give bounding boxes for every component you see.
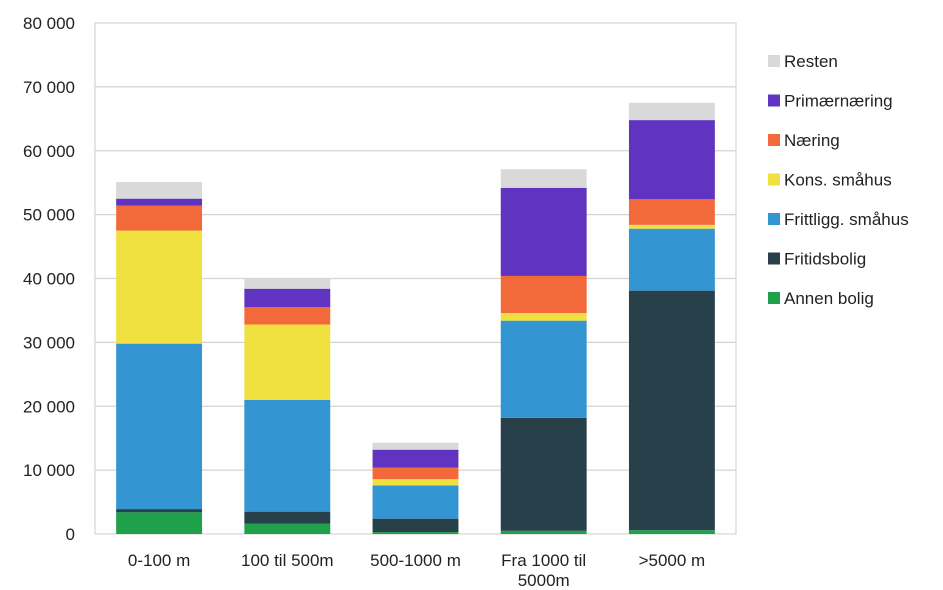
bar-segment-annen-bolig (372, 532, 459, 534)
y-tick-label: 60 000 (23, 142, 75, 161)
x-tick-label: Fra 1000 til 5000m (501, 551, 586, 590)
bar-segment-primærnæring (500, 187, 587, 276)
bar-segment-primærnæring (116, 198, 203, 206)
bar-segment-frittligg-småhus (116, 343, 203, 510)
bar-segment-frittligg-småhus (372, 485, 459, 519)
legend-label-kons-småhus: Kons. småhus (784, 171, 892, 190)
y-tick-label: 10 000 (23, 461, 75, 480)
bar-segment-kons-småhus (500, 312, 587, 321)
legend-swatch-primærnæring (768, 94, 780, 107)
legend-label-fritidsbolig: Fritidsbolig (784, 250, 866, 269)
y-tick-label: 20 000 (23, 397, 75, 416)
bar-segment-primærnæring (372, 449, 459, 468)
legend-label-næring: Næring (784, 131, 840, 150)
bar-segment-fritidsbolig (372, 518, 459, 533)
bar-segment-kons-småhus (628, 224, 715, 229)
bar-segment-næring (500, 275, 587, 313)
bar-segment-resten (244, 278, 331, 289)
y-tick-label: 40 000 (23, 270, 75, 289)
bar-segment-frittligg-småhus (500, 320, 587, 418)
bar-segment-resten (116, 182, 203, 199)
bar-segment-fritidsbolig (116, 509, 203, 513)
y-tick-label: 30 000 (23, 333, 75, 352)
bar-segment-primærnæring (244, 288, 331, 308)
bar-segment-næring (244, 307, 331, 325)
bar-segment-fritidsbolig (500, 417, 587, 531)
legend-swatch-annen-bolig (768, 292, 780, 304)
x-axis-ticks: 0-100 m 100 til 500m 500-1000 m Fra 1000 ti… (128, 551, 705, 590)
legend-swatch-næring (768, 134, 780, 146)
y-axis-ticks: 0 10 000 20 000 30 000 40 000 50 000 60 000 70 … (23, 14, 75, 544)
x-tick-label: 100 til 500m (241, 551, 334, 570)
bar-segment-fritidsbolig (628, 290, 715, 531)
legend: Resten Primærnæring Næring Kons. småhus Frit… (768, 52, 909, 308)
bar-segment-næring (116, 205, 203, 231)
bar-segment-frittligg-småhus (628, 228, 715, 291)
y-tick-label: 0 (66, 525, 75, 544)
bar-segment-annen-bolig (500, 530, 587, 534)
x-tick-label: 0-100 m (128, 551, 190, 570)
bar-segment-næring (372, 467, 459, 480)
y-tick-label: 70 000 (23, 78, 75, 97)
legend-swatch-frittligg-småhus (768, 213, 780, 225)
legend-swatch-resten (768, 55, 780, 67)
bar-segment-resten (500, 169, 587, 188)
x-tick-label: 500-1000 m (370, 551, 461, 570)
y-tick-label: 80 000 (23, 14, 75, 33)
x-tick-label: >5000 m (639, 551, 706, 570)
bars (116, 102, 715, 534)
bar-segment-kons-småhus (244, 324, 331, 400)
bar-segment-annen-bolig (116, 512, 203, 534)
bar-segment-annen-bolig (628, 530, 715, 534)
legend-label-annen-bolig: Annen bolig (784, 289, 874, 308)
bar-segment-frittligg-småhus (244, 399, 331, 512)
bar-segment-resten (372, 442, 459, 450)
bar-segment-kons-småhus (116, 230, 203, 344)
bar-segment-kons-småhus (372, 479, 459, 486)
y-tick-label: 50 000 (23, 206, 75, 225)
legend-swatch-kons-småhus (768, 173, 780, 186)
bar-segment-primærnæring (628, 120, 715, 200)
legend-label-frittligg-småhus: Frittligg. småhus (784, 210, 909, 229)
legend-label-primærnæring: Primærnæring (784, 92, 893, 111)
bar-segment-fritidsbolig (244, 511, 331, 524)
bar-segment-resten (628, 102, 715, 121)
legend-swatch-fritidsbolig (768, 252, 780, 265)
bar-segment-annen-bolig (244, 523, 331, 534)
legend-label-resten: Resten (784, 52, 838, 71)
bar-segment-næring (628, 199, 715, 225)
